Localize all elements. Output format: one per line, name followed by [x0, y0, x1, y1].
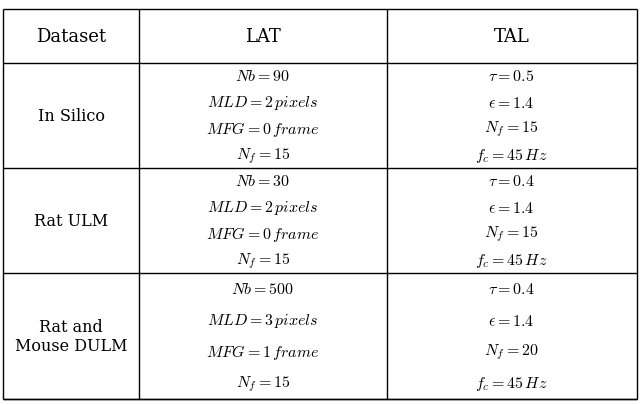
Text: $MFG = 0\,frame$: $MFG = 0\,frame$ [207, 224, 319, 243]
Text: $\tau = 0.5$: $\tau = 0.5$ [488, 68, 535, 85]
Text: Dataset: Dataset [36, 28, 106, 46]
Text: LAT: LAT [245, 28, 281, 46]
Text: $\epsilon = 1.4$: $\epsilon = 1.4$ [488, 94, 535, 111]
Text: $N_f = 15$: $N_f = 15$ [236, 145, 290, 165]
Text: $\tau = 0.4$: $\tau = 0.4$ [488, 173, 535, 190]
Text: $Nb = 90$: $Nb = 90$ [236, 68, 291, 85]
Text: $f_c = 45\,Hz$: $f_c = 45\,Hz$ [476, 146, 548, 164]
Text: $N_f = 20$: $N_f = 20$ [484, 342, 539, 362]
Text: $N_f = 15$: $N_f = 15$ [236, 373, 290, 393]
Text: Rat ULM: Rat ULM [35, 212, 108, 229]
Text: $MLD = 2\,pixels$: $MLD = 2\,pixels$ [207, 199, 319, 217]
Text: In Silico: In Silico [38, 108, 105, 124]
Text: $N_f = 15$: $N_f = 15$ [484, 224, 539, 244]
Text: $MLD = 2\,pixels$: $MLD = 2\,pixels$ [207, 94, 319, 112]
Text: $N_f = 15$: $N_f = 15$ [484, 119, 539, 139]
Text: $MFG = 1\,frame$: $MFG = 1\,frame$ [207, 342, 319, 361]
Text: $f_c = 45\,Hz$: $f_c = 45\,Hz$ [476, 374, 548, 392]
Text: TAL: TAL [494, 28, 529, 46]
Text: $Nb = 30$: $Nb = 30$ [236, 173, 291, 190]
Text: $MFG = 0\,frame$: $MFG = 0\,frame$ [207, 119, 319, 139]
Text: $\epsilon = 1.4$: $\epsilon = 1.4$ [488, 312, 535, 329]
Text: Rat and
Mouse DULM: Rat and Mouse DULM [15, 318, 127, 354]
Text: $Nb = 500$: $Nb = 500$ [232, 280, 294, 297]
Text: $f_c = 45\,Hz$: $f_c = 45\,Hz$ [476, 251, 548, 269]
Text: $N_f = 15$: $N_f = 15$ [236, 250, 290, 270]
Text: $\epsilon = 1.4$: $\epsilon = 1.4$ [488, 199, 535, 216]
Text: $MLD = 3\,pixels$: $MLD = 3\,pixels$ [207, 311, 319, 329]
Text: $\tau = 0.4$: $\tau = 0.4$ [488, 280, 535, 297]
